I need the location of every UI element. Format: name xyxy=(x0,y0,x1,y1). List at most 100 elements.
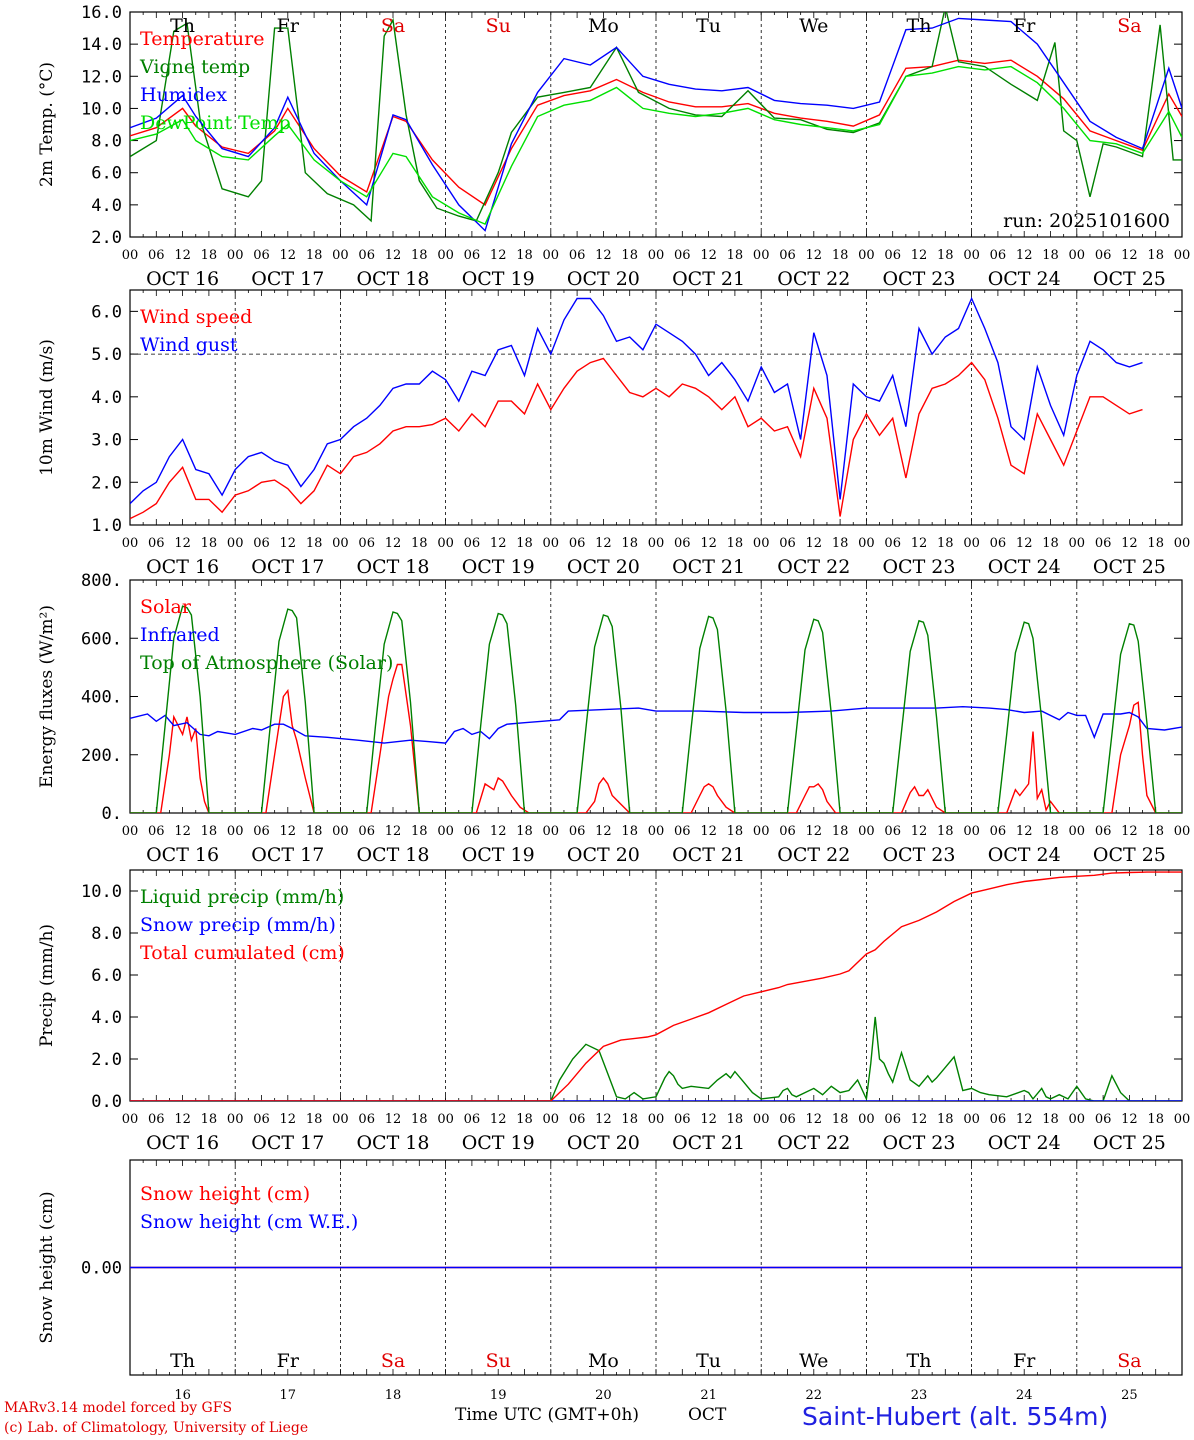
hour-label: 06 xyxy=(884,824,901,839)
day-name: Tu xyxy=(696,15,721,37)
date-label: OCT 25 xyxy=(1093,844,1166,866)
date-label: OCT 21 xyxy=(672,844,745,866)
hour-label: 18 xyxy=(516,1112,533,1127)
hour-label: 06 xyxy=(148,824,165,839)
series-line-humidex xyxy=(130,17,1182,232)
hour-label: 12 xyxy=(1121,248,1138,263)
hour-label: 00 xyxy=(543,536,560,551)
y-axis-label: Precip (mm/h) xyxy=(37,924,57,1047)
date-label: OCT 25 xyxy=(1093,1132,1166,1154)
hour-label: 00 xyxy=(1174,1112,1191,1127)
hour-label: 18 xyxy=(727,1112,744,1127)
date-label: OCT 23 xyxy=(882,1132,955,1154)
hour-label: 18 xyxy=(937,536,954,551)
date-label: OCT 22 xyxy=(777,556,850,578)
hour-label: 12 xyxy=(595,1112,612,1127)
hour-label: 06 xyxy=(253,1112,270,1127)
hour-label: 06 xyxy=(1095,824,1112,839)
hour-label: 06 xyxy=(779,1112,796,1127)
hour-label: 12 xyxy=(385,1112,402,1127)
hour-label: 12 xyxy=(806,248,823,263)
day-name: Tu xyxy=(696,1350,721,1372)
hour-label: 18 xyxy=(1042,248,1059,263)
hour-label: 12 xyxy=(700,1112,717,1127)
y-tick-label: 8.0 xyxy=(91,132,122,152)
day-number: 25 xyxy=(1121,1388,1138,1403)
date-label: OCT 22 xyxy=(777,844,850,866)
date-label: OCT 18 xyxy=(356,268,429,290)
hour-label: 12 xyxy=(911,248,928,263)
day-name: We xyxy=(799,15,828,37)
date-label: OCT 19 xyxy=(462,1132,535,1154)
hour-label: 00 xyxy=(1069,824,1086,839)
y-tick-label: 8.0 xyxy=(91,924,122,944)
date-label: OCT 23 xyxy=(882,268,955,290)
hour-label: 00 xyxy=(858,248,875,263)
legend-label: DewPoint Temp xyxy=(140,112,291,134)
series-line-infrared xyxy=(130,705,1182,744)
hour-label: 18 xyxy=(516,824,533,839)
y-tick-label: 1.0 xyxy=(91,516,122,536)
hour-label: 00 xyxy=(648,248,665,263)
hour-label: 06 xyxy=(148,248,165,263)
hour-label: 12 xyxy=(806,536,823,551)
series-line-solar xyxy=(130,663,1182,813)
hour-label: 12 xyxy=(280,536,297,551)
hour-label: 06 xyxy=(990,1112,1007,1127)
hour-label: 12 xyxy=(174,824,191,839)
hour-label: 18 xyxy=(1147,248,1164,263)
hour-label: 18 xyxy=(411,536,428,551)
series-line-top-of-atmosphere-solar- xyxy=(130,605,1182,813)
legend-label: Snow precip (mm/h) xyxy=(140,914,336,936)
day-name: Sa xyxy=(1117,1350,1141,1372)
date-label: OCT 23 xyxy=(882,844,955,866)
hour-label: 12 xyxy=(385,536,402,551)
hour-label: 12 xyxy=(806,1112,823,1127)
hour-label: 18 xyxy=(201,1112,218,1127)
hour-label: 06 xyxy=(779,536,796,551)
hour-label: 06 xyxy=(148,536,165,551)
hour-label: 18 xyxy=(832,1112,849,1127)
hour-label: 12 xyxy=(911,824,928,839)
hour-label: 00 xyxy=(858,1112,875,1127)
hour-label: 06 xyxy=(569,248,586,263)
hour-label: 18 xyxy=(832,536,849,551)
hour-label: 12 xyxy=(490,1112,507,1127)
date-label: OCT 25 xyxy=(1093,268,1166,290)
hour-label: 06 xyxy=(253,248,270,263)
hour-label: 18 xyxy=(832,248,849,263)
hour-label: 12 xyxy=(911,536,928,551)
y-tick-label: 800. xyxy=(81,571,122,591)
y-axis-label: Snow height (cm) xyxy=(37,1191,57,1343)
hour-label: 18 xyxy=(1147,1112,1164,1127)
legend-label: Wind speed xyxy=(140,306,252,328)
series-line-wind-speed xyxy=(130,357,1143,520)
hour-label: 18 xyxy=(1042,1112,1059,1127)
hour-label: 00 xyxy=(858,824,875,839)
hour-label: 00 xyxy=(122,248,139,263)
hour-label: 00 xyxy=(648,824,665,839)
y-tick-label: 200. xyxy=(81,746,122,766)
hour-label: 06 xyxy=(884,536,901,551)
date-label: OCT 16 xyxy=(146,1132,219,1154)
hour-label: 18 xyxy=(621,248,638,263)
hour-label: 06 xyxy=(253,536,270,551)
hour-label: 06 xyxy=(990,824,1007,839)
date-label: OCT 24 xyxy=(988,844,1061,866)
date-label: OCT 21 xyxy=(672,556,745,578)
hour-label: 06 xyxy=(990,536,1007,551)
hour-label: 18 xyxy=(727,248,744,263)
hour-label: 00 xyxy=(753,1112,770,1127)
y-tick-label: 16.0 xyxy=(81,3,122,23)
hour-label: 00 xyxy=(122,1112,139,1127)
hour-label: 00 xyxy=(858,536,875,551)
y-tick-label: 0.0 xyxy=(91,1092,122,1112)
hour-label: 06 xyxy=(884,248,901,263)
hour-label: 12 xyxy=(385,824,402,839)
hour-label: 12 xyxy=(280,248,297,263)
date-label: OCT 16 xyxy=(146,556,219,578)
date-label: OCT 24 xyxy=(988,1132,1061,1154)
hour-label: 00 xyxy=(1069,1112,1086,1127)
hour-label: 06 xyxy=(1095,536,1112,551)
legend-label: Snow height (cm W.E.) xyxy=(140,1211,358,1233)
